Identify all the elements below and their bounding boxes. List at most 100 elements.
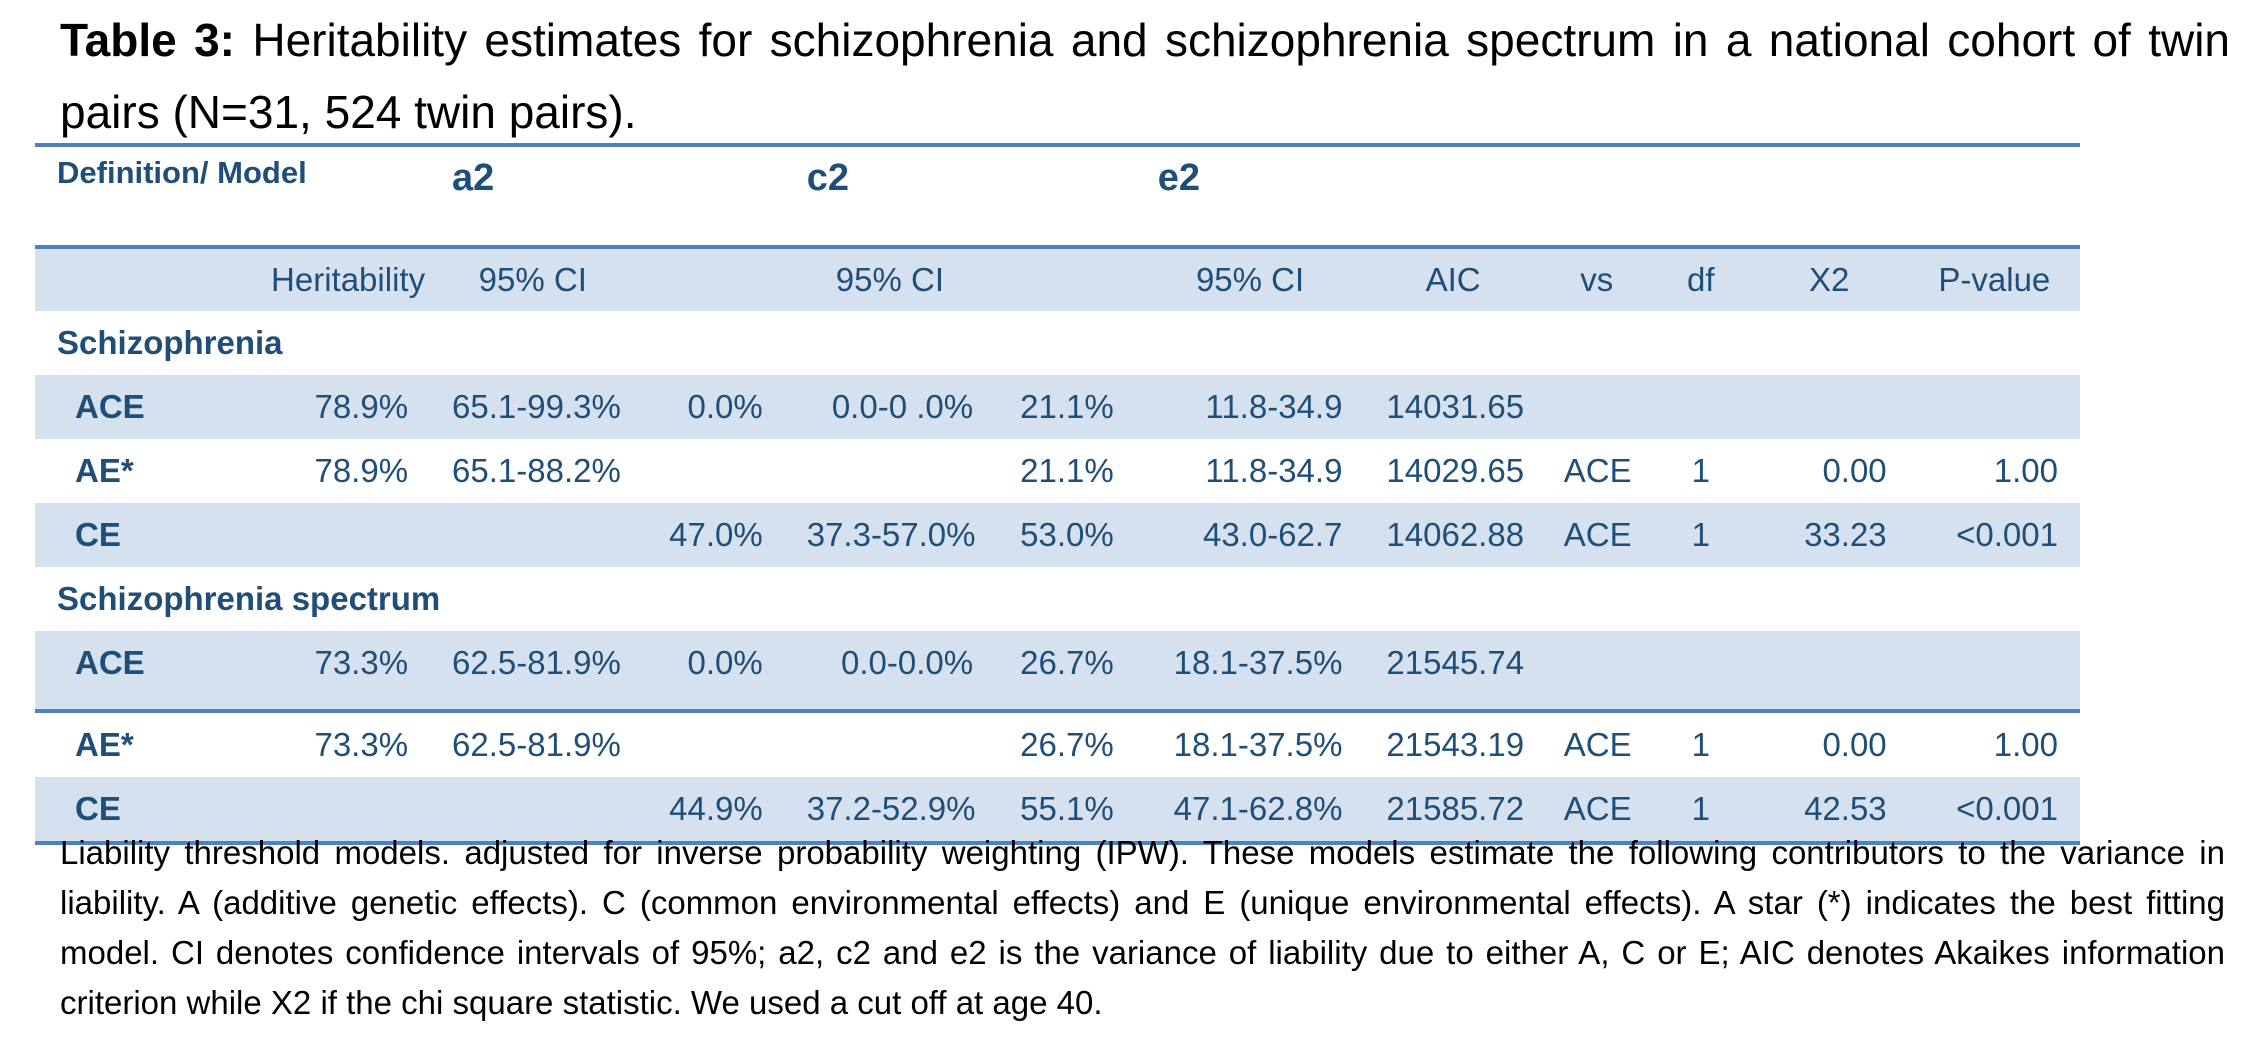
aic-cell: 21543.19 bbox=[1364, 709, 1542, 777]
aic-cell: 14031.65 bbox=[1364, 375, 1542, 439]
c2-cell: 44.9% bbox=[635, 777, 785, 845]
vs-cell: ACE bbox=[1563, 452, 1632, 489]
p-value-cell: <0.001 bbox=[1908, 777, 2080, 845]
e2-ci-cell: 43.0-62.7 bbox=[1135, 503, 1365, 567]
a2-ci-cell: 62.5-81.9% bbox=[430, 709, 636, 777]
p-value-cell: 1.00 bbox=[1993, 452, 2058, 489]
row-spacer bbox=[35, 695, 2080, 711]
col-header-e2 bbox=[995, 245, 1136, 311]
aic-cell: 14029.65 bbox=[1386, 452, 1525, 489]
section-header-schizophrenia: Schizophrenia bbox=[35, 311, 2080, 375]
e2-cell: 55.1% bbox=[995, 777, 1136, 845]
table-row: AE* 73.3% 62.5-81.9% 26.7% 18.1-37.5% 21… bbox=[35, 709, 2080, 777]
model-cell: ACE bbox=[35, 631, 250, 695]
x2-cell: 33.23 bbox=[1749, 503, 1909, 567]
vs-cell bbox=[1541, 631, 1652, 695]
table-row: CE 44.9% 37.2-52.9% 55.1% 47.1-62.8% 215… bbox=[35, 777, 2080, 845]
df-cell: 1 bbox=[1691, 452, 1710, 489]
aic-cell: 21545.74 bbox=[1364, 631, 1542, 695]
df-cell bbox=[1651, 375, 1750, 439]
vs-cell: ACE bbox=[1541, 709, 1652, 777]
c2-cell: 0.0% bbox=[635, 631, 785, 695]
c2-cell: 0.0% bbox=[635, 375, 785, 439]
a2-group-header: a2 bbox=[430, 143, 636, 247]
p-value-cell: 1.00 bbox=[1908, 709, 2080, 777]
x2-cell: 0.00 bbox=[1822, 452, 1887, 489]
col-header-vs: vs bbox=[1541, 245, 1652, 311]
a2-ci-cell bbox=[430, 777, 636, 845]
e2-cell: 53.0% bbox=[995, 503, 1136, 567]
table-row: AE* 78.9% 65.1-88.2% 21.1% 11.8-34.9 140… bbox=[35, 439, 2080, 503]
heritability-table: Definition/ Model a2 c2 e2 Heritability … bbox=[35, 143, 2080, 845]
e2-cell: 26.7% bbox=[995, 709, 1136, 777]
c2-ci-cell bbox=[784, 709, 996, 777]
col-header-heritability: Heritability bbox=[249, 245, 431, 311]
c2-ci-cell: 37.3-57.0% bbox=[784, 503, 996, 567]
col-header-x2: X2 bbox=[1749, 245, 1909, 311]
e2-ci-cell: 47.1-62.8% bbox=[1135, 777, 1365, 845]
p-value-cell: <0.001 bbox=[1908, 503, 2080, 567]
c2-ci-cell: 0.0-0.0% bbox=[784, 631, 996, 695]
column-header-row: Heritability 95% CI 95% CI 95% CI AIC vs… bbox=[35, 245, 2080, 311]
model-cell: AE* bbox=[75, 452, 134, 489]
model-cell: ACE bbox=[35, 375, 250, 439]
c2-ci-cell bbox=[785, 439, 995, 503]
a2-cell: 73.3% bbox=[249, 631, 431, 695]
e2-ci-cell: 11.8-34.9 bbox=[1205, 452, 1343, 489]
model-cell: CE bbox=[35, 777, 250, 845]
a2-ci-cell bbox=[430, 503, 636, 567]
col-header-a2-ci: 95% CI bbox=[430, 245, 636, 311]
table-caption: Table 3: Heritability estimates for schi… bbox=[60, 4, 2230, 148]
section-header-schizophrenia-spectrum: Schizophrenia spectrum bbox=[35, 567, 2080, 631]
col-header-c2-ci: 95% CI bbox=[784, 245, 996, 311]
e2-ci-cell: 11.8-34.9 bbox=[1135, 375, 1365, 439]
col-header-aic: AIC bbox=[1364, 245, 1542, 311]
section-title: Schizophrenia bbox=[57, 324, 283, 361]
e2-cell: 26.7% bbox=[995, 631, 1136, 695]
model-cell: CE bbox=[35, 503, 250, 567]
x2-cell: 0.00 bbox=[1749, 709, 1909, 777]
table-label: Table 3: bbox=[60, 14, 235, 66]
a2-cell bbox=[249, 777, 431, 845]
aic-cell: 21585.72 bbox=[1364, 777, 1542, 845]
table-row: ACE 78.9% 65.1-99.3% 0.0% 0.0-0 .0% 21.1… bbox=[35, 375, 2080, 439]
vs-cell: ACE bbox=[1541, 777, 1652, 845]
aic-cell: 14062.88 bbox=[1364, 503, 1542, 567]
group-header-row: Definition/ Model a2 c2 e2 bbox=[35, 143, 2080, 247]
x2-cell: 42.53 bbox=[1749, 777, 1909, 845]
df-cell: 1 bbox=[1651, 777, 1750, 845]
caption-text: Heritability estimates for schizophrenia… bbox=[60, 14, 2230, 138]
c2-cell: 47.0% bbox=[635, 503, 785, 567]
e2-ci-cell: 18.1-37.5% bbox=[1135, 631, 1365, 695]
c2-cell bbox=[635, 709, 785, 777]
col-header-df: df bbox=[1651, 245, 1750, 311]
col-header-e2-ci: 95% CI bbox=[1135, 245, 1365, 311]
col-header-c2 bbox=[635, 245, 785, 311]
c2-ci-cell: 0.0-0 .0% bbox=[784, 375, 996, 439]
p-value-cell bbox=[1908, 375, 2080, 439]
vs-cell bbox=[1541, 375, 1652, 439]
section-title: Schizophrenia spectrum bbox=[57, 580, 441, 617]
col-header-p-value: P-value bbox=[1908, 245, 2080, 311]
table-row: CE 47.0% 37.3-57.0% 53.0% 43.0-62.7 1406… bbox=[35, 503, 2080, 567]
p-value-cell bbox=[1908, 631, 2080, 695]
c2-cell bbox=[636, 439, 785, 503]
e2-cell: 21.1% bbox=[995, 375, 1136, 439]
e2-ci-cell: 18.1-37.5% bbox=[1135, 709, 1365, 777]
definition-model-header: Definition/ Model bbox=[35, 143, 307, 247]
df-cell: 1 bbox=[1651, 709, 1750, 777]
a2-cell bbox=[249, 503, 431, 567]
model-cell: AE* bbox=[35, 709, 250, 777]
e2-group-header: e2 bbox=[1135, 143, 1365, 247]
a2-cell: 78.9% bbox=[249, 375, 431, 439]
a2-ci-cell: 65.1-88.2% bbox=[452, 452, 621, 489]
x2-cell bbox=[1749, 631, 1909, 695]
e2-cell: 21.1% bbox=[1020, 452, 1114, 489]
a2-cell: 78.9% bbox=[314, 452, 409, 489]
vs-cell: ACE bbox=[1541, 503, 1652, 567]
c2-ci-cell: 37.2-52.9% bbox=[784, 777, 996, 845]
a2-ci-cell: 62.5-81.9% bbox=[430, 631, 636, 695]
x2-cell bbox=[1749, 375, 1909, 439]
a2-cell: 73.3% bbox=[249, 709, 431, 777]
c2-group-header: c2 bbox=[784, 143, 996, 247]
